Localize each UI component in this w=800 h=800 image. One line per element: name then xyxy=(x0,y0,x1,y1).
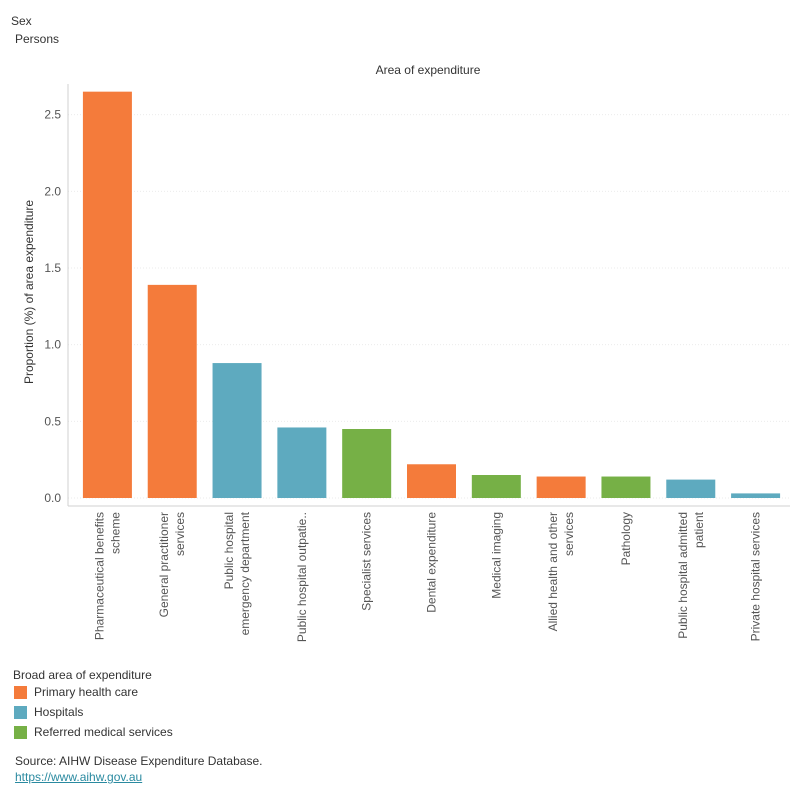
filter-label: Sex xyxy=(11,14,32,28)
x-tick-label: Dental expenditure xyxy=(425,512,439,613)
y-tick-label: 0.0 xyxy=(44,491,61,505)
y-tick-label: 1.5 xyxy=(44,261,61,275)
x-tick-label: Pharmaceutical benefits xyxy=(92,512,106,640)
x-tick-label-group: General practitioner services xyxy=(157,512,187,617)
y-tick-label: 2.5 xyxy=(44,108,61,122)
legend-label-hospitals: Hospitals xyxy=(34,705,84,719)
legend-swatch-hospitals xyxy=(14,705,27,719)
bar xyxy=(536,476,586,498)
source-link[interactable]: https://www.aihw.gov.au xyxy=(15,770,143,784)
bar xyxy=(731,493,781,498)
x-tick-label-group: Specialist services xyxy=(360,512,374,611)
bar xyxy=(471,475,521,498)
x-tick-label-group: Public hospital emergency department xyxy=(222,511,252,635)
y-tick-label: 2.0 xyxy=(44,184,61,198)
legend-swatch-primary xyxy=(14,685,27,699)
legend-item-hospitals[interactable]: Hospitals xyxy=(14,705,83,719)
x-tick-label-group: Allied health and other services xyxy=(546,512,576,631)
x-tick-label-group: Public hospital outpatie.. xyxy=(295,512,309,642)
x-tick-label-group: Pharmaceutical benefits scheme xyxy=(92,512,122,640)
bar xyxy=(212,363,262,498)
x-tick-label: patient xyxy=(692,511,706,548)
bar-chart: 0.0 0.5 1.0 1.5 2.0 2.5 Pharmaceutical benefit… xyxy=(44,84,790,642)
legend-title: Broad area of expenditure xyxy=(13,668,152,682)
x-tick-label-group: Dental expenditure xyxy=(425,512,439,613)
legend-label-primary: Primary health care xyxy=(34,685,139,699)
x-tick-label: Pathology xyxy=(619,512,633,565)
bar xyxy=(82,91,132,499)
legend-item-referred[interactable]: Referred medical services xyxy=(14,725,173,739)
x-tick-label: scheme xyxy=(108,512,122,554)
legend-swatch-referred xyxy=(14,725,27,739)
filter-value[interactable]: Persons xyxy=(15,32,60,46)
bar xyxy=(147,284,197,498)
x-tick-label-group: Pathology xyxy=(619,512,633,565)
x-tick-label: emergency department xyxy=(238,511,252,635)
x-tick-label: Allied health and other xyxy=(546,512,560,631)
x-tick-label-group: Medical imaging xyxy=(489,512,503,599)
x-tick-label: services xyxy=(562,512,576,556)
x-tick-label-group: Public hospital admitted patient xyxy=(676,511,706,638)
x-tick-label: Public hospital admitted xyxy=(676,512,690,639)
y-tick-label: 1.0 xyxy=(44,338,61,352)
source-note: Source: AIHW Disease Expenditure Databas… xyxy=(15,754,263,768)
bar xyxy=(601,476,651,498)
chart-title: Area of expenditure xyxy=(375,63,481,77)
x-tick-label: Medical imaging xyxy=(489,512,503,599)
bar xyxy=(666,479,716,498)
bar xyxy=(342,429,392,498)
legend-item-primary[interactable]: Primary health care xyxy=(14,685,138,699)
x-tick-label: Private hospital services xyxy=(749,512,763,641)
x-tick-label: General practitioner xyxy=(157,512,171,617)
x-tick-label-group: Private hospital services xyxy=(749,512,763,641)
x-tick-label: Public hospital xyxy=(222,512,236,589)
bar xyxy=(407,464,456,498)
bar xyxy=(277,427,327,498)
x-tick-label: Public hospital outpatie.. xyxy=(295,512,309,642)
x-tick-label: services xyxy=(173,512,187,556)
y-tick-label: 0.5 xyxy=(44,414,61,428)
legend-label-referred: Referred medical services xyxy=(34,725,173,739)
x-tick-label: Specialist services xyxy=(360,512,374,611)
